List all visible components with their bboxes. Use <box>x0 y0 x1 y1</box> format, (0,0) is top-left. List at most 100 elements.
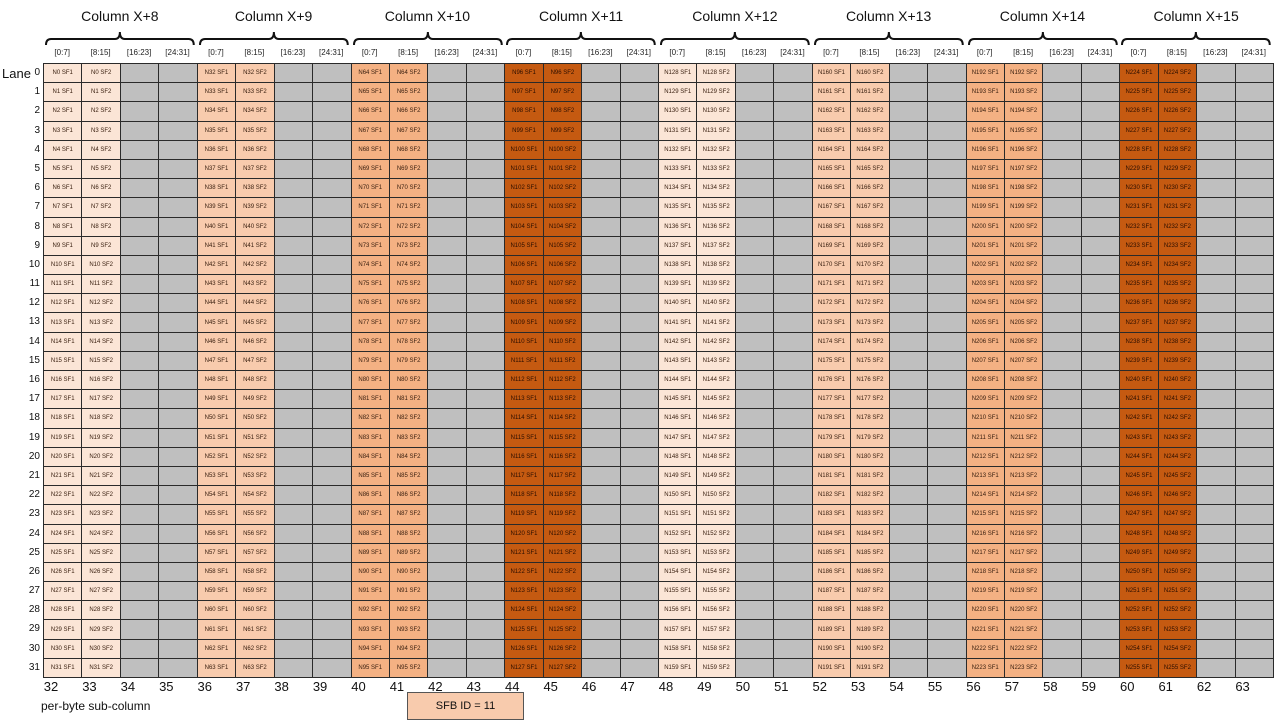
scale-factor-cell: N239 SF2 <box>1157 350 1198 371</box>
scale-factor-cell: N14 SF1 <box>43 331 83 352</box>
scale-factor-cell: N91 SF2 <box>388 581 429 602</box>
lane-number: 3 <box>34 124 40 136</box>
empty-cell <box>312 657 352 678</box>
scale-factor-cell: N94 SF2 <box>388 638 429 659</box>
empty-cell <box>773 370 813 391</box>
scale-factor-cell: N183 SF2 <box>850 504 890 525</box>
scale-factor-cell: N41 SF1 <box>196 235 237 256</box>
scale-factor-cell: N102 SF1 <box>504 178 544 199</box>
empty-cell <box>1080 465 1121 487</box>
column-title: Column X+13 <box>846 8 932 24</box>
scale-factor-cell: N200 SF1 <box>965 216 1005 237</box>
empty-cell <box>1196 561 1236 583</box>
empty-cell <box>734 370 775 391</box>
empty-cell <box>1196 197 1236 218</box>
scale-factor-cell: N238 SF1 <box>1119 331 1159 352</box>
scale-factor-cell: N233 SF2 <box>1157 235 1198 256</box>
scale-factor-cell: N170 SF2 <box>850 254 890 276</box>
byte-range-label: [0:7] <box>976 48 993 57</box>
scale-factor-cell: N247 SF2 <box>1157 504 1198 525</box>
scale-factor-cell: N9 SF1 <box>43 235 83 256</box>
scale-factor-cell: N80 SF2 <box>388 370 429 391</box>
scale-factor-cell: N219 SF2 <box>1003 581 1044 602</box>
scale-factor-cell: N125 SF1 <box>504 619 544 640</box>
empty-cell <box>734 619 775 640</box>
byte-range-label: [24:31] <box>780 48 805 57</box>
scale-factor-cell: N137 SF2 <box>696 235 736 256</box>
scale-factor-cell: N20 SF1 <box>43 446 83 467</box>
scale-factor-cell: N115 SF2 <box>542 427 583 448</box>
empty-cell <box>1196 331 1236 352</box>
empty-cell <box>927 465 967 487</box>
scale-factor-cell: N102 SF2 <box>542 178 583 199</box>
scale-factor-cell: N255 SF2 <box>1157 657 1198 678</box>
sub-column-number: 43 <box>466 679 482 694</box>
empty-cell <box>1042 139 1082 160</box>
scale-factor-cell: N79 SF1 <box>350 350 390 371</box>
scale-factor-cell: N122 SF2 <box>542 561 583 583</box>
empty-cell <box>1042 465 1082 487</box>
empty-cell <box>119 139 160 160</box>
empty-cell <box>427 446 467 467</box>
empty-cell <box>465 350 506 371</box>
empty-cell <box>734 312 775 333</box>
empty-cell <box>273 312 314 333</box>
empty-cell <box>312 331 352 352</box>
empty-cell <box>1080 293 1121 314</box>
scale-factor-cell: N121 SF2 <box>542 542 583 563</box>
empty-cell <box>581 504 621 525</box>
lane-number: 1 <box>34 86 40 98</box>
scale-factor-cell: N198 SF1 <box>965 178 1005 199</box>
empty-cell <box>888 216 929 237</box>
byte-range-label: [16:23] <box>126 48 152 57</box>
empty-cell <box>581 293 621 314</box>
scale-factor-cell: N104 SF2 <box>542 216 583 237</box>
scale-factor-cell: N212 SF2 <box>1003 446 1044 467</box>
empty-cell <box>1234 427 1274 448</box>
scale-factor-cell: N228 SF2 <box>1157 139 1198 160</box>
empty-cell <box>1234 178 1274 199</box>
scale-factor-cell: N165 SF1 <box>811 158 852 180</box>
scale-factor-cell: N100 SF1 <box>504 139 544 160</box>
scale-factor-cell: N68 SF2 <box>388 139 429 160</box>
scale-factor-cell: N74 SF2 <box>388 254 429 276</box>
scale-factor-cell: N49 SF2 <box>235 389 275 410</box>
empty-cell <box>312 485 352 506</box>
scale-factor-cell: N132 SF1 <box>658 139 698 160</box>
scale-factor-cell: N98 SF1 <box>504 101 544 122</box>
scale-factor-cell: N17 SF1 <box>43 389 83 410</box>
empty-cell <box>158 408 198 429</box>
empty-cell <box>619 389 659 410</box>
sub-column-number: 60 <box>1120 679 1135 694</box>
scale-factor-cell: N251 SF1 <box>1119 581 1159 602</box>
scale-factor-cell: N97 SF2 <box>542 82 583 103</box>
scale-factor-cell: N4 SF2 <box>81 139 121 160</box>
empty-cell <box>312 235 352 256</box>
scale-factor-cell: N60 SF1 <box>196 600 237 621</box>
scale-factor-cell: N151 SF2 <box>696 504 736 525</box>
scale-factor-cell: N131 SF2 <box>696 120 736 141</box>
scale-factor-cell: N205 SF1 <box>965 312 1005 333</box>
scale-factor-cell: N203 SF1 <box>965 274 1005 295</box>
empty-cell <box>619 350 659 371</box>
scale-factor-cell: N227 SF1 <box>1119 120 1159 141</box>
lane-number: 11 <box>29 278 40 290</box>
empty-cell <box>119 504 160 525</box>
empty-cell <box>119 446 160 467</box>
lane-number: 4 <box>34 143 40 155</box>
scale-factor-cell: N8 SF2 <box>81 216 121 237</box>
empty-cell <box>1234 600 1274 621</box>
empty-cell <box>312 120 352 141</box>
empty-cell <box>1080 561 1121 583</box>
empty-cell <box>619 638 659 659</box>
scale-factor-cell: N217 SF2 <box>1003 542 1044 563</box>
scale-factor-cell: N105 SF1 <box>504 235 544 256</box>
scale-factor-cell: N30 SF2 <box>81 638 121 659</box>
scale-factor-cell: N43 SF2 <box>235 274 275 295</box>
scale-factor-cell: N206 SF2 <box>1003 331 1044 352</box>
scale-factor-cell: N213 SF1 <box>965 465 1005 487</box>
byte-range-label: [24:31] <box>1241 48 1267 57</box>
scale-factor-cell: N81 SF2 <box>388 389 429 410</box>
sub-column-number: 51 <box>774 679 789 694</box>
scale-factor-cell: N66 SF2 <box>388 101 429 122</box>
